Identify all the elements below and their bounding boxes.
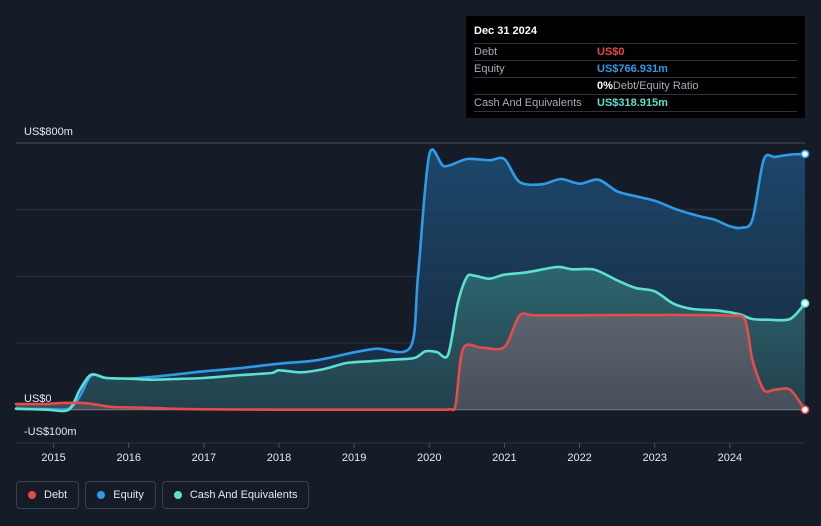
- line-equity: [14, 148, 807, 411]
- tooltip-ratio-suffix: Debt/Equity Ratio: [612, 80, 699, 92]
- series-lines: [14, 148, 807, 413]
- tooltip-equity-value: US$766.931m: [597, 63, 668, 75]
- x-tick-label-2022: 2022: [567, 452, 591, 464]
- legend-dot-debt-icon: [28, 491, 36, 499]
- legend-item-equity[interactable]: Equity: [85, 481, 156, 509]
- end-marker-debt: [800, 405, 810, 415]
- tooltip-equity-label: Equity: [474, 63, 505, 75]
- legend-dot-cash-icon: [173, 491, 182, 499]
- tooltip-row-ratio: 0% Debt/Equity Ratio: [474, 78, 797, 95]
- legend-dot-equity-icon: [97, 491, 106, 499]
- y-axis-label-zero: US$0: [24, 393, 52, 405]
- line-cash-and-equivalents: [14, 265, 807, 413]
- x-tick-label-2018: 2018: [267, 452, 291, 464]
- end-marker-equity: [800, 149, 810, 159]
- tooltip-row-cash: Cash And Equivalents US$318.915m: [474, 95, 797, 112]
- tooltip-row-debt: Debt US$0: [474, 44, 797, 61]
- x-tick-label-2021: 2021: [492, 452, 516, 464]
- tooltip-ratio-value: 0%: [597, 80, 613, 92]
- y-axis-label-bottom: -US$100m: [24, 426, 77, 438]
- tooltip-debt-label: Debt: [474, 46, 498, 58]
- tooltip-cash-label: Cash And Equivalents: [474, 97, 582, 109]
- x-tick-label-2023: 2023: [642, 452, 666, 464]
- tooltip-row-equity: Equity US$766.931m: [474, 61, 797, 78]
- legend-item-cash[interactable]: Cash And Equivalents: [161, 481, 310, 509]
- tooltip-debt-value: US$0: [597, 46, 625, 58]
- end-marker-cash-and-equivalents: [800, 298, 810, 308]
- x-axis-ticks: 2015 2016 2017 2018 2019 2020 2021 2022 2023 2024: [41, 443, 742, 464]
- legend-item-debt[interactable]: Debt: [16, 481, 80, 509]
- data-tooltip: Dec 31 2024 Debt US$0 Equity US$766.931m…: [466, 16, 805, 118]
- line-debt: [14, 312, 807, 412]
- legend-label-cash: Cash And Equivalents: [189, 489, 298, 501]
- x-tick-label-2020: 2020: [417, 452, 441, 464]
- area-debt: [16, 313, 805, 411]
- x-tick-label-2024: 2024: [718, 452, 742, 464]
- tooltip-date: Dec 31 2024: [474, 24, 797, 44]
- y-axis-label-top: US$800m: [24, 126, 73, 138]
- x-tick-label-2017: 2017: [192, 452, 216, 464]
- series-areas: [16, 149, 805, 412]
- x-tick-label-2015: 2015: [41, 452, 65, 464]
- x-tick-label-2016: 2016: [116, 452, 140, 464]
- series-end-markers: [800, 149, 810, 415]
- legend-label-equity: Equity: [113, 489, 144, 501]
- chart-legend: Debt Equity Cash And Equivalents: [16, 481, 315, 509]
- x-tick-label-2019: 2019: [342, 452, 366, 464]
- legend-label-debt: Debt: [44, 489, 68, 501]
- tooltip-cash-value: US$318.915m: [597, 97, 668, 109]
